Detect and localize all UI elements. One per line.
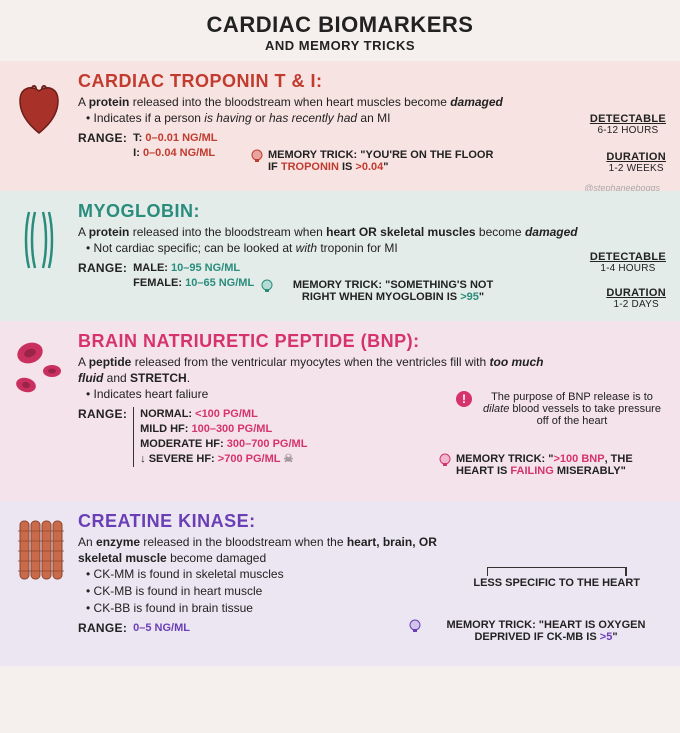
bracket-note: LESS SPECIFIC TO THE HEART xyxy=(473,567,640,589)
range-label: RANGE: xyxy=(78,261,127,275)
page-header: CARDIAC BIOMARKERS AND MEMORY TRICKS xyxy=(0,0,680,61)
lightbulb-icon xyxy=(438,453,452,467)
section-desc: An enzyme released in the bloodstream wh… xyxy=(78,534,478,566)
skull-icon: ☠ xyxy=(284,453,294,465)
section-myoglobin: MYOGLOBIN: A protein released into the b… xyxy=(0,191,680,321)
memory-trick: MEMORY TRICK: "SOMETHING'S NOT RIGHT WHE… xyxy=(260,279,508,303)
lightbulb-icon xyxy=(260,279,274,293)
detectable-block: DETECTABLE 1-4 HOURS xyxy=(590,251,666,274)
section-desc: A protein released into the bloodstream … xyxy=(78,94,666,110)
lightbulb-icon xyxy=(408,619,422,633)
section-title: CREATINE KINASE: xyxy=(78,511,666,532)
section-ck: CREATINE KINASE: An enzyme released in t… xyxy=(0,501,680,666)
section-desc: A protein released into the bloodstream … xyxy=(78,224,666,240)
page-subtitle: AND MEMORY TRICKS xyxy=(0,38,680,53)
page-title: CARDIAC BIOMARKERS xyxy=(0,12,680,38)
section-troponin: CARDIAC TROPONIN T & I: A protein releas… xyxy=(0,61,680,191)
range-label: RANGE: xyxy=(78,621,127,635)
heart-icon xyxy=(10,75,68,145)
muscle-striation-icon xyxy=(10,515,68,585)
blood-cells-icon xyxy=(10,335,68,405)
duration-block: DURATION 1-2 WEEKS xyxy=(606,151,666,174)
page: CARDIAC BIOMARKERS AND MEMORY TRICKS CAR… xyxy=(0,0,680,666)
exclamation-icon: ! xyxy=(456,391,472,407)
memory-trick: MEMORY TRICK: ">100 BNP, THE HEART IS FA… xyxy=(438,453,666,477)
memory-trick: MEMORY TRICK: "YOU'RE ON THE FLOOR IF TR… xyxy=(250,149,498,173)
bullet: Not cardiac specific; can be looked at w… xyxy=(86,240,666,257)
range-label: RANGE: xyxy=(78,407,127,421)
section-title: MYOGLOBIN: xyxy=(78,201,666,222)
lightbulb-icon xyxy=(250,149,264,163)
section-title: CARDIAC TROPONIN T & I: xyxy=(78,71,666,92)
note-bnp-purpose: ! The purpose of BNP release is to dilat… xyxy=(456,391,666,427)
duration-block: DURATION 1-2 DAYS xyxy=(606,287,666,310)
muscle-fiber-icon xyxy=(10,205,68,275)
section-title: BRAIN NATRIURETIC PEPTIDE (BNP): xyxy=(78,331,666,352)
detectable-block: DETECTABLE 6-12 HOURS xyxy=(590,113,666,136)
section-desc: A peptide released from the ventricular … xyxy=(78,354,558,386)
bracket-icon xyxy=(487,567,627,575)
memory-trick: MEMORY TRICK: "HEART IS OXYGEN DEPRIVED … xyxy=(408,619,666,643)
bullet: CK-BB is found in brain tissue xyxy=(86,600,666,617)
bullet: Indicates if a person is having or has r… xyxy=(86,110,666,127)
range-label: RANGE: xyxy=(78,131,127,145)
section-bnp: BRAIN NATRIURETIC PEPTIDE (BNP): A pepti… xyxy=(0,321,680,501)
